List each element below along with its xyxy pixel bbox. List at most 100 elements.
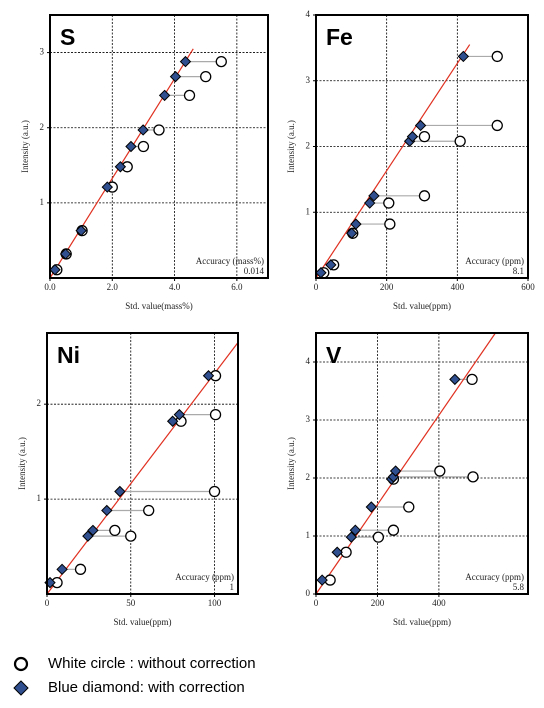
x-tick-label: 200: [380, 282, 394, 292]
legend-circle: [13, 656, 29, 672]
x-tick-label: 600: [521, 282, 535, 292]
blue-diamond: [202, 370, 215, 382]
y-tick-label: 1: [306, 206, 311, 216]
y-tick-label: 3: [306, 75, 311, 85]
fit-line: [315, 44, 471, 279]
blue-diamond: [316, 574, 328, 586]
blue-diamond: [101, 181, 114, 193]
x-tick-label: 200: [371, 598, 385, 608]
white-circle: [384, 218, 396, 230]
blue-diamond: [173, 408, 186, 421]
plot-frame: [315, 14, 529, 279]
y-axis-label: Intensity (a.u.): [286, 120, 296, 173]
blue-diamond: [406, 130, 419, 143]
white-circle: [454, 135, 466, 147]
blue-diamond: [414, 119, 427, 132]
y-tick-label: 3: [40, 47, 45, 57]
y-tick-label: 2: [40, 122, 45, 132]
blue-diamond: [82, 530, 94, 542]
accuracy-label: Accuracy (ppm): [465, 572, 524, 582]
blue-diamond: [368, 190, 380, 202]
y-axis-label: Intensity (a.u.): [17, 437, 27, 490]
blue-diamond: [75, 224, 87, 237]
white-circle: [200, 70, 212, 83]
white-circle: [372, 531, 385, 543]
x-tick-label: 0.0: [44, 282, 56, 292]
blue-diamond: [345, 227, 358, 239]
white-circle: [403, 501, 415, 513]
plot-area: [50, 15, 268, 278]
x-tick-label: 4.0: [169, 282, 181, 292]
blue-diamond: [59, 248, 72, 260]
white-circle: [383, 197, 395, 209]
accuracy-label: Accuracy (ppm): [175, 572, 234, 582]
legend-label: White circle : without correction: [48, 655, 256, 672]
y-tick-label: 2: [37, 398, 42, 408]
white-circle: [153, 124, 165, 136]
accuracy-label: Accuracy (mass%): [196, 256, 264, 266]
x-tick-label: 400: [451, 282, 465, 292]
panel: 0 200 400 0 1 2 3 4 V Accuracy (ppm)5.8 Std. value…: [286, 332, 529, 627]
blue-diamond: [169, 70, 182, 83]
blue-diamond: [87, 524, 99, 537]
white-circle: [491, 50, 503, 63]
blue-diamond: [365, 501, 378, 513]
blue-diamond: [137, 124, 149, 136]
y-axis-label: Intensity (a.u.): [20, 120, 30, 173]
accuracy-value: 8.1: [513, 266, 524, 276]
white-circle: [491, 119, 503, 132]
y-tick-label: 4: [306, 9, 311, 19]
x-axis-label: Std. value(ppm): [114, 617, 172, 627]
blue-diamond: [49, 264, 61, 276]
white-circle: [215, 55, 227, 68]
x-tick-label: 6.0: [231, 282, 243, 292]
blue-diamond: [389, 465, 402, 477]
y-tick-label: 0: [306, 588, 311, 598]
white-circle: [209, 408, 222, 421]
x-tick-label: 400: [432, 598, 446, 608]
x-tick-label: 100: [208, 598, 222, 608]
y-axis-label: Intensity (a.u.): [286, 437, 296, 490]
white-circle: [466, 373, 478, 386]
white-circle: [418, 130, 431, 143]
white-circle: [125, 530, 137, 542]
plot-frame: [49, 14, 269, 279]
x-tick-label: 0: [45, 598, 50, 608]
blue-diamond: [158, 89, 171, 102]
panel-title: S: [60, 24, 75, 50]
white-circle: [109, 524, 121, 537]
x-tick-label: 2.0: [107, 282, 119, 292]
blue-diamond: [125, 140, 137, 153]
y-tick-label: 3: [306, 414, 311, 424]
x-axis-label: Std. value(ppm): [393, 617, 451, 627]
white-circle: [137, 140, 150, 153]
blue-diamond: [457, 50, 470, 63]
x-tick-label: 50: [126, 598, 136, 608]
blue-diamond: [101, 504, 113, 517]
blue-diamond: [166, 415, 179, 427]
x-axis-label: Std. value(mass%): [125, 301, 193, 311]
white-circle: [74, 563, 87, 575]
plot-frame: [46, 332, 239, 595]
y-tick-label: 1: [37, 493, 42, 503]
panel-title: V: [326, 342, 342, 368]
legend-label: Blue diamond: with correction: [48, 679, 245, 696]
x-axis-label: Std. value(ppm): [393, 301, 451, 311]
white-circle: [208, 485, 221, 498]
accuracy-value: 1: [230, 582, 235, 592]
y-tick-label: 2: [306, 472, 311, 482]
blue-diamond: [449, 373, 461, 386]
blue-diamond: [56, 563, 68, 576]
panel-title: Ni: [57, 342, 80, 368]
blue-diamond: [114, 485, 126, 498]
panel: 0.0 2.0 4.0 6.0 1 2 3 S Accuracy (mass%)0.014 Std…: [20, 14, 269, 311]
blue-diamond: [350, 218, 362, 230]
white-circle: [183, 89, 196, 102]
accuracy-value: 0.014: [244, 266, 265, 276]
white-circle: [387, 524, 400, 536]
y-tick-label: 1: [306, 530, 311, 540]
accuracy-value: 5.8: [513, 582, 525, 592]
blue-diamond: [325, 259, 337, 271]
